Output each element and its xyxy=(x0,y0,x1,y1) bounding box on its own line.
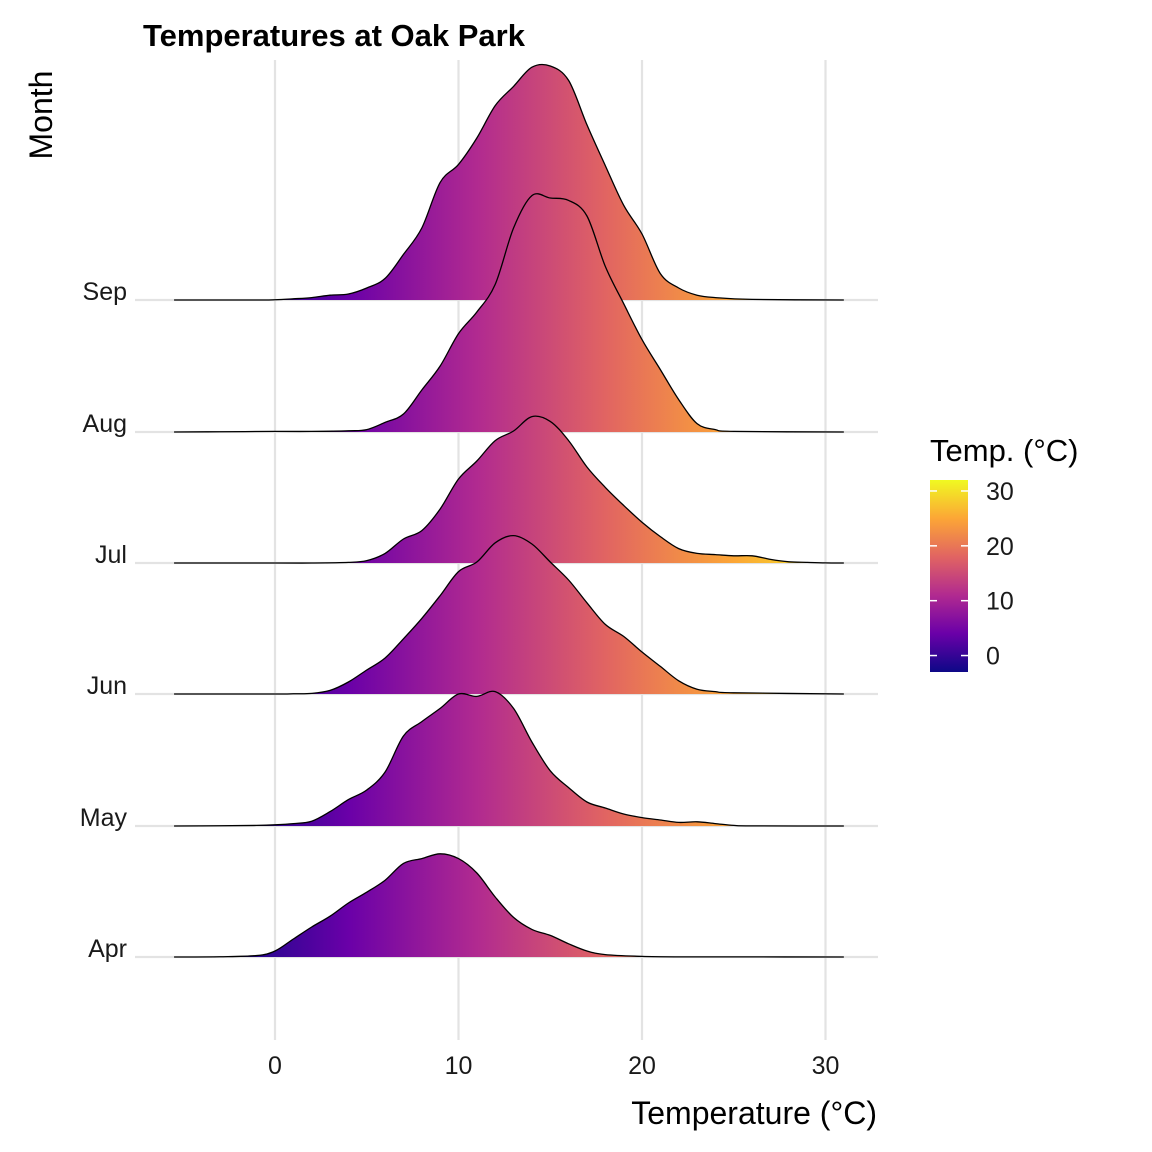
legend-tick-label: 10 xyxy=(986,588,1014,616)
x-axis-title: Temperature (°C) xyxy=(631,1095,877,1131)
ridge-outline-jun xyxy=(174,534,844,695)
x-tick-labels: 0 10 20 30 xyxy=(268,1052,839,1080)
legend-colorbar xyxy=(930,480,968,672)
y-tick-label-apr: Apr xyxy=(88,935,127,963)
x-tick-label: 20 xyxy=(628,1052,656,1080)
ridge-outline-apr xyxy=(174,853,844,958)
legend-tick-label: 0 xyxy=(986,643,1000,671)
ridge-outline-aug xyxy=(174,193,844,433)
legend: Temp. (°C) 0 10 20 30 xyxy=(930,433,1078,672)
ridge-outline-jul xyxy=(174,415,844,564)
x-tick-label: 30 xyxy=(812,1052,840,1080)
ridge-area-sep xyxy=(174,64,844,301)
y-tick-label-aug: Aug xyxy=(83,410,127,438)
ridge-area-may xyxy=(174,691,844,826)
y-tick-label-may: May xyxy=(80,804,128,832)
chart-title: Temperatures at Oak Park xyxy=(143,18,526,53)
x-tick-label: 0 xyxy=(268,1052,282,1080)
x-tick-label: 10 xyxy=(445,1052,473,1080)
y-tick-labels: Apr May Jun Jul Aug Sep xyxy=(80,278,128,963)
legend-title: Temp. (°C) xyxy=(930,433,1078,468)
y-tick-label-jul: Jul xyxy=(95,541,127,569)
y-axis-title: Month xyxy=(23,71,59,160)
ridge-area-jul xyxy=(174,416,844,564)
ridge-outline-sep xyxy=(174,63,844,301)
ridges xyxy=(174,63,844,958)
legend-tick-label: 30 xyxy=(986,478,1014,506)
ridge-area-apr xyxy=(174,853,844,957)
legend-ticks: 0 10 20 30 xyxy=(930,478,1014,671)
ridge-area-aug xyxy=(174,193,844,432)
y-tick-label-sep: Sep xyxy=(83,278,127,306)
ridge-area-jun xyxy=(174,535,844,695)
y-tick-label-jun: Jun xyxy=(87,672,127,700)
ridge-outline-may xyxy=(174,690,844,827)
legend-tick-label: 20 xyxy=(986,533,1014,561)
